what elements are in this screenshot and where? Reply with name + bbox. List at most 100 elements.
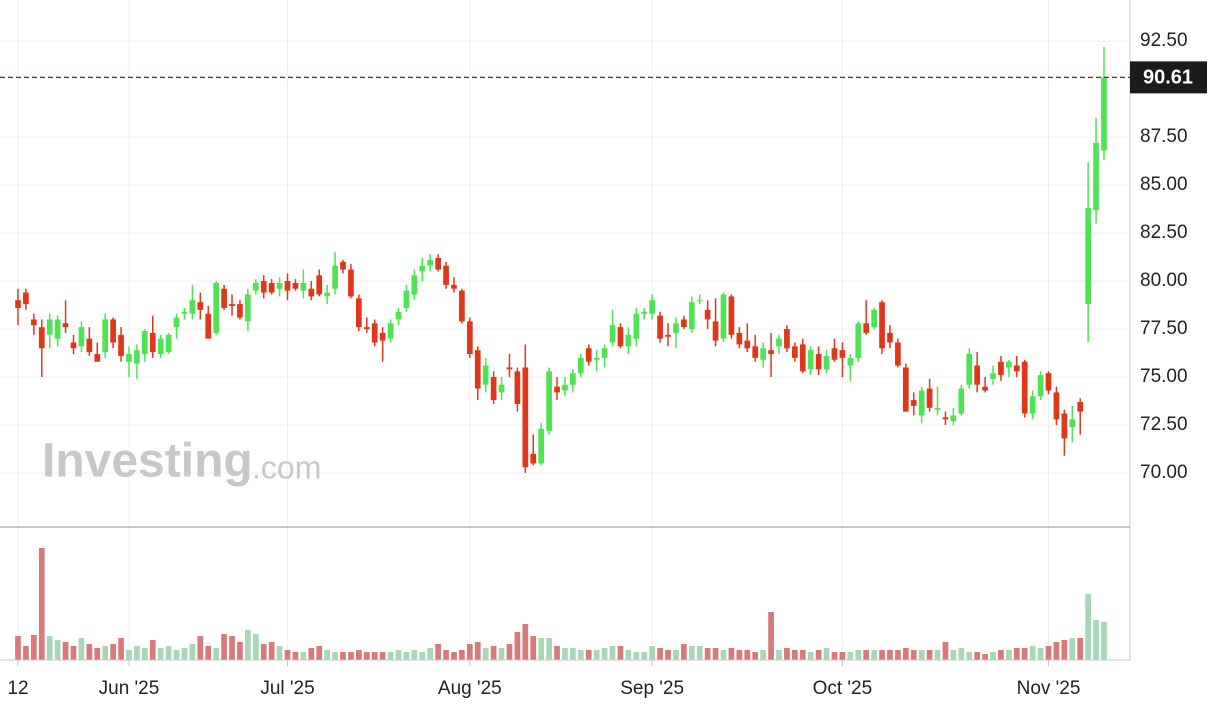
candle-body — [62, 323, 69, 328]
volume-bar — [998, 650, 1004, 660]
volume-bar — [546, 638, 552, 660]
candle-body — [70, 342, 77, 349]
volume-bar — [1029, 646, 1036, 660]
candle-body — [776, 338, 782, 347]
candle-body — [23, 292, 29, 305]
volume-bar — [530, 636, 537, 660]
volume-bar — [78, 638, 85, 660]
volume-bar — [348, 652, 354, 660]
candle-body — [205, 313, 212, 339]
candle-body — [427, 259, 434, 266]
x-tick-label: Aug '25 — [438, 678, 502, 699]
candle-body — [918, 390, 925, 416]
candle-body — [649, 300, 656, 314]
volume-bar — [237, 642, 243, 660]
candle-body — [673, 323, 679, 333]
volume-bar — [245, 630, 251, 660]
volume-bar — [1101, 622, 1107, 660]
candle-body — [94, 354, 101, 362]
candle-body — [585, 348, 592, 362]
volume-bar — [340, 652, 346, 660]
candle-body — [1093, 142, 1099, 211]
candle-body — [506, 367, 513, 370]
candle-body — [871, 309, 877, 328]
volume-bar — [94, 648, 101, 660]
candle-body — [799, 344, 806, 372]
candle-body — [807, 350, 814, 370]
candle-body — [276, 282, 283, 289]
candle-body — [1021, 361, 1028, 414]
candle-body — [31, 319, 37, 326]
volume-bar — [1013, 648, 1020, 660]
candle-body — [1029, 396, 1036, 414]
candle-body — [942, 417, 949, 420]
y-tick-label: 85.00 — [1140, 174, 1188, 195]
volume-bar — [681, 644, 687, 660]
candle-body — [387, 323, 394, 339]
volume-bar — [744, 650, 751, 660]
volume-bar — [522, 624, 529, 660]
candle-body — [712, 321, 719, 341]
volume-bar — [617, 646, 624, 660]
candle-body — [419, 265, 426, 272]
candle-body — [546, 371, 552, 431]
candle-body — [1061, 413, 1068, 439]
volume-bar — [791, 650, 798, 660]
candle-body — [292, 282, 299, 289]
y-tick-label: 75.00 — [1140, 366, 1188, 387]
candle-body — [189, 300, 196, 314]
candle-body — [149, 332, 156, 353]
volume-bar — [641, 652, 648, 660]
candle-body — [1053, 392, 1060, 420]
volume-bar — [823, 648, 830, 660]
candle-body — [482, 365, 489, 385]
volume-bar — [332, 652, 338, 660]
volume-bar — [609, 646, 616, 660]
volume-bar — [958, 648, 965, 660]
volume-bar — [15, 636, 21, 660]
volume-bar — [974, 652, 981, 660]
candle-body — [157, 338, 164, 355]
candle-body — [181, 311, 188, 314]
candle-body — [1006, 361, 1012, 368]
candle-body — [260, 281, 267, 293]
volume-bar — [768, 612, 774, 660]
volume-bar — [554, 646, 560, 660]
candle-body — [657, 315, 663, 339]
candle-body — [451, 284, 457, 289]
volume-bar — [371, 652, 378, 660]
candle-body — [221, 288, 227, 308]
volume-bar — [815, 650, 822, 660]
y-tick-label: 82.50 — [1140, 222, 1188, 243]
candle-body — [165, 334, 172, 353]
volume-bar — [807, 652, 814, 660]
candle-body — [910, 400, 917, 406]
volume-bar — [205, 646, 212, 660]
candle-body — [237, 304, 243, 318]
candle-body — [1085, 208, 1091, 305]
candle-body — [229, 304, 235, 307]
volume-bar — [23, 646, 29, 660]
y-tick-label: 80.00 — [1140, 270, 1188, 291]
volume-bar — [46, 636, 53, 660]
candle-body — [601, 348, 608, 358]
volume-bar — [221, 634, 227, 660]
volume-bar — [918, 650, 925, 660]
candle-body — [46, 319, 53, 335]
x-tick-label: Nov '25 — [1017, 678, 1081, 699]
volume-bar — [1069, 638, 1076, 660]
volume-bar — [482, 648, 489, 660]
candle-body — [554, 386, 560, 393]
volume-bar — [102, 646, 109, 660]
volume-bar — [514, 632, 521, 660]
volume-bar — [268, 642, 275, 660]
axes: 70.00 72.50 75.00 77.50 80.00 82.50 85.00 87.50… — [0, 30, 1207, 699]
candle-body — [300, 282, 307, 291]
candle-body — [268, 282, 275, 293]
volume-bar — [887, 650, 893, 660]
x-tick-label: Oct '25 — [813, 678, 873, 699]
volume-bar — [70, 646, 77, 660]
x-tick-label: 12 — [7, 678, 28, 699]
candle-body — [823, 355, 830, 370]
volume-bar — [728, 648, 735, 660]
